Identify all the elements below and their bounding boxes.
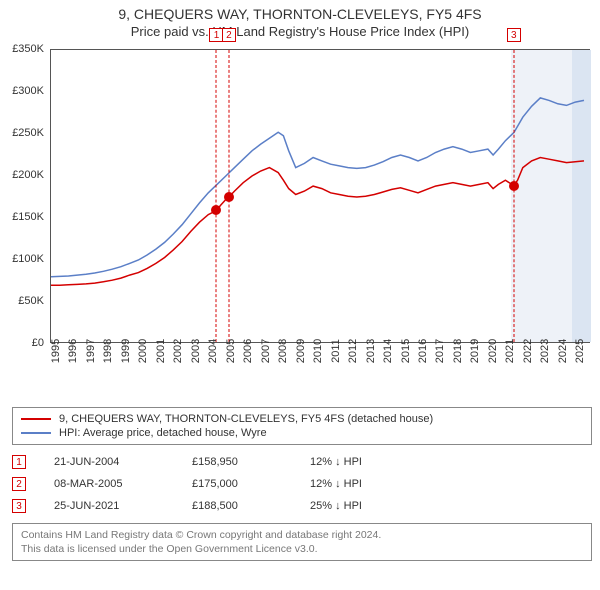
legend-row: HPI: Average price, detached house, Wyre: [21, 426, 583, 440]
event-date: 25-JUN-2021: [54, 500, 164, 512]
events-table-row: 1 21-JUN-2004 £158,950 12% ↓ HPI: [12, 451, 592, 473]
x-tick-label: 2006: [242, 339, 254, 363]
y-axis-labels: £0 £50K £100K £150K £200K £250K £300K £350K: [0, 41, 48, 401]
event-id-box: 2: [12, 477, 26, 491]
x-tick-label: 2002: [172, 339, 184, 363]
x-tick-label: 2010: [312, 339, 324, 363]
x-tick-label: 1995: [50, 339, 62, 363]
legend: 9, CHEQUERS WAY, THORNTON-CLEVELEYS, FY5…: [12, 407, 592, 445]
y-tick-label: £250K: [12, 127, 44, 139]
y-tick-label: £100K: [12, 253, 44, 265]
y-tick-label: £0: [32, 337, 44, 349]
event-price: £158,950: [192, 456, 282, 468]
events-table: 1 21-JUN-2004 £158,950 12% ↓ HPI 2 08-MAR-200…: [12, 451, 592, 517]
x-tick-label: 2003: [190, 339, 202, 363]
legend-row: 9, CHEQUERS WAY, THORNTON-CLEVELEYS, FY5…: [21, 412, 583, 426]
y-tick-label: £50K: [18, 295, 44, 307]
x-tick-label: 2009: [295, 339, 307, 363]
x-tick-label: 2001: [155, 339, 167, 363]
event-date: 21-JUN-2004: [54, 456, 164, 468]
y-tick-label: £350K: [12, 43, 44, 55]
chart-container: 9, CHEQUERS WAY, THORNTON-CLEVELEYS, FY5…: [0, 0, 600, 590]
x-tick-label: 2007: [260, 339, 272, 363]
x-tick-label: 2022: [522, 339, 534, 363]
y-tick-label: £200K: [12, 169, 44, 181]
legend-label: HPI: Average price, detached house, Wyre: [59, 427, 267, 439]
chart-lines: [51, 50, 591, 344]
legend-swatch: [21, 418, 51, 420]
x-tick-label: 2020: [487, 339, 499, 363]
x-tick-label: 2024: [557, 339, 569, 363]
x-tick-label: 1998: [102, 339, 114, 363]
x-tick-label: 1999: [120, 339, 132, 363]
y-tick-label: £300K: [12, 85, 44, 97]
event-marker: 2: [222, 28, 236, 42]
title-main: 9, CHEQUERS WAY, THORNTON-CLEVELEYS, FY5…: [10, 6, 590, 22]
events-table-row: 2 08-MAR-2005 £175,000 12% ↓ HPI: [12, 473, 592, 495]
events-table-row: 3 25-JUN-2021 £188,500 25% ↓ HPI: [12, 495, 592, 517]
event-note: 12% ↓ HPI: [310, 478, 362, 490]
x-tick-label: 2005: [225, 339, 237, 363]
x-tick-label: 2017: [434, 339, 446, 363]
event-note: 25% ↓ HPI: [310, 500, 362, 512]
event-date: 08-MAR-2005: [54, 478, 164, 490]
legend-swatch: [21, 432, 51, 434]
x-axis-labels: 1995199619971998199920002001200220032004…: [50, 347, 590, 401]
event-vline: [513, 50, 514, 342]
x-tick-label: 2015: [400, 339, 412, 363]
event-id-box: 1: [12, 455, 26, 469]
x-tick-label: 2019: [469, 339, 481, 363]
legend-label: 9, CHEQUERS WAY, THORNTON-CLEVELEYS, FY5…: [59, 413, 433, 425]
x-tick-label: 2018: [452, 339, 464, 363]
event-dot: [211, 205, 221, 215]
footer-attribution: Contains HM Land Registry data © Crown c…: [12, 523, 592, 561]
x-tick-label: 2008: [277, 339, 289, 363]
x-tick-label: 1997: [85, 339, 97, 363]
footer-line-2: This data is licensed under the Open Gov…: [21, 542, 583, 556]
event-marker: 3: [507, 28, 521, 42]
event-id-box: 3: [12, 499, 26, 513]
x-tick-label: 2004: [207, 339, 219, 363]
footer-line-1: Contains HM Land Registry data © Crown c…: [21, 528, 583, 542]
x-tick-label: 2023: [539, 339, 551, 363]
x-tick-label: 2016: [417, 339, 429, 363]
x-tick-label: 2014: [382, 339, 394, 363]
x-tick-label: 2013: [365, 339, 377, 363]
x-tick-label: 2000: [137, 339, 149, 363]
title-sub: Price paid vs. HM Land Registry's House …: [10, 24, 590, 39]
y-tick-label: £150K: [12, 211, 44, 223]
event-dot: [224, 192, 234, 202]
event-price: £175,000: [192, 478, 282, 490]
series-price_paid: [51, 158, 584, 286]
event-note: 12% ↓ HPI: [310, 456, 362, 468]
event-vline: [216, 50, 217, 342]
event-dot: [509, 181, 519, 191]
x-tick-label: 2025: [574, 339, 586, 363]
x-tick-label: 2012: [347, 339, 359, 363]
plot-area: 123: [50, 49, 590, 343]
x-tick-label: 2011: [330, 339, 342, 363]
x-tick-label: 1996: [67, 339, 79, 363]
event-price: £188,500: [192, 500, 282, 512]
x-tick-label: 2021: [504, 339, 516, 363]
chart-area: £0 £50K £100K £150K £200K £250K £300K £350K 123…: [0, 41, 600, 401]
